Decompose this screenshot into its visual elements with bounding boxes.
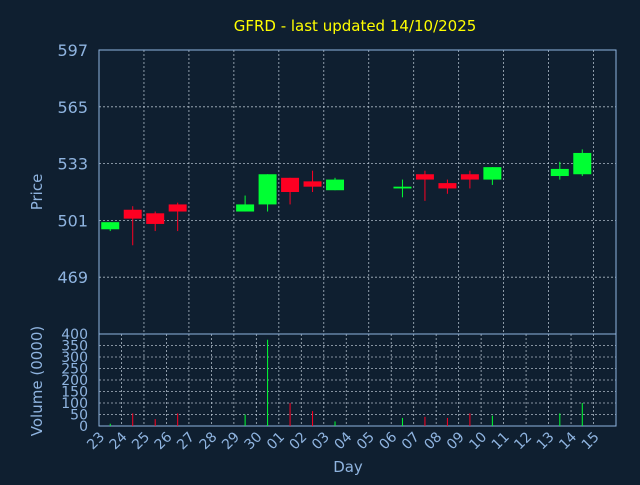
day-tick-label: 30 xyxy=(242,429,266,453)
price-tick-label: 597 xyxy=(57,41,88,60)
candle-body xyxy=(550,168,569,177)
candle-body xyxy=(438,183,457,189)
candle-body xyxy=(101,222,120,230)
day-tick-label: 28 xyxy=(197,429,221,453)
volume-tick-label: 350 xyxy=(61,339,88,355)
day-tick-label: 14 xyxy=(556,429,580,453)
price-tick-label: 565 xyxy=(57,98,88,117)
candle-body xyxy=(415,174,434,180)
day-tick-label: 29 xyxy=(219,429,243,453)
day-tick-label: 10 xyxy=(466,429,490,453)
day-tick-label: 04 xyxy=(331,429,355,453)
candle-body xyxy=(123,209,142,219)
price-tick-label: 501 xyxy=(57,211,88,230)
day-tick-label: 15 xyxy=(579,429,603,453)
volume-gridlines xyxy=(99,334,616,426)
candle-body xyxy=(483,167,502,180)
day-tick-label: 09 xyxy=(444,429,468,453)
day-tick-label: 06 xyxy=(376,429,400,453)
candle-body xyxy=(168,204,187,212)
volume-tick-label: 50 xyxy=(70,408,88,424)
volume-tick-label: 250 xyxy=(61,362,88,378)
volume-tick-label: 200 xyxy=(61,373,88,389)
day-tick-label: 13 xyxy=(534,429,558,453)
chart-title: GFRD - last updated 14/10/2025 xyxy=(234,17,477,35)
day-tick-label: 25 xyxy=(129,429,153,453)
day-tick-label: 27 xyxy=(174,429,198,453)
volume-tick-label: 400 xyxy=(61,327,88,343)
candle-body xyxy=(303,181,322,187)
candle-body xyxy=(393,186,412,189)
candle-body xyxy=(146,213,165,224)
day-tick-label: 05 xyxy=(354,429,378,453)
candle-body xyxy=(236,204,255,212)
volume-tick-label: 100 xyxy=(61,396,88,412)
price-tick-label: 469 xyxy=(57,268,88,287)
day-tick-label: 12 xyxy=(511,429,535,453)
volume-tick-label: 300 xyxy=(61,350,88,366)
candlestick-series xyxy=(101,149,592,246)
price-axis-ticks: 597 565 533 501 469 xyxy=(57,41,88,287)
volume-panel-frame xyxy=(98,333,617,427)
candle-body xyxy=(573,152,592,175)
volume-tick-label: 150 xyxy=(61,385,88,401)
day-tick-label: 11 xyxy=(489,429,513,453)
day-axis-label: Day xyxy=(333,458,363,476)
price-panel-frame xyxy=(98,49,617,335)
price-tick-label: 533 xyxy=(57,155,88,174)
candle-body xyxy=(460,174,479,180)
day-tick-label: 02 xyxy=(287,429,311,453)
price-gridlines xyxy=(99,49,616,334)
day-axis-ticks: 2324252627282930010203040506070809101112… xyxy=(84,429,602,453)
candle-body xyxy=(258,174,277,205)
day-tick-label: 08 xyxy=(421,429,445,453)
candle-body xyxy=(281,177,300,192)
day-tick-label: 24 xyxy=(107,429,131,453)
volume-tick-label: 0 xyxy=(79,419,88,435)
day-tick-label: 26 xyxy=(152,429,176,453)
price-axis-label: Price xyxy=(28,174,46,211)
day-tick-label: 07 xyxy=(399,429,423,453)
candle-body xyxy=(326,179,345,191)
day-tick-label: 01 xyxy=(264,429,288,453)
day-tick-label: 03 xyxy=(309,429,333,453)
volume-axis-label: Volume (0000) xyxy=(28,326,46,436)
volume-series xyxy=(109,339,583,426)
